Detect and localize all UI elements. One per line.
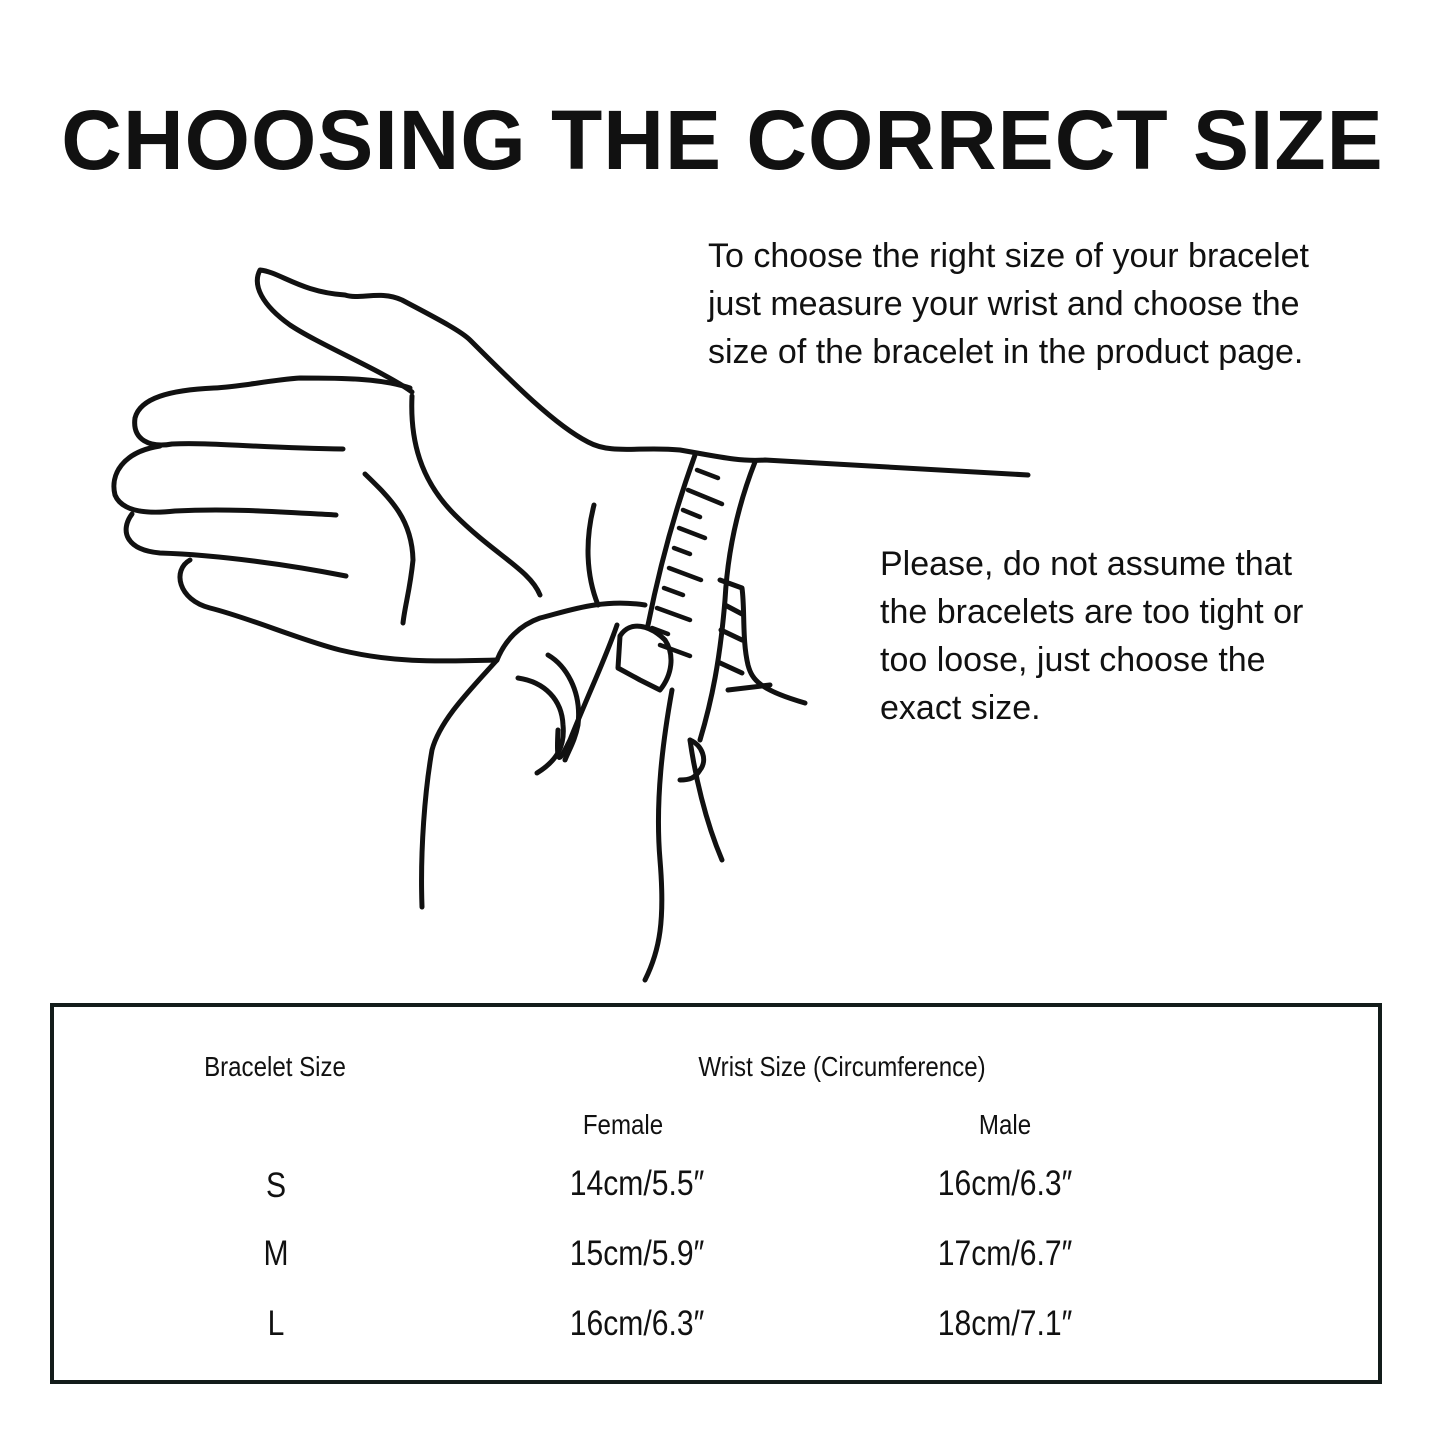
male-cell: 18cm/7.1″ — [937, 1304, 1073, 1343]
male-cell: 17cm/6.7″ — [937, 1234, 1073, 1273]
header-male: Male — [978, 1109, 1032, 1140]
female-cell: 14cm/5.5″ — [569, 1164, 705, 1203]
hand-measuring-wrist-illustration — [111, 267, 1031, 983]
size-cell: L — [267, 1304, 285, 1343]
header-bracelet-size: Bracelet Size — [204, 1051, 346, 1082]
instruction-text: To choose the right size of your bracele… — [708, 237, 1309, 371]
size-cell: S — [265, 1166, 287, 1205]
header-female: Female — [582, 1109, 664, 1140]
page-title: CHOOSING THE CORRECT SIZE — [61, 93, 1384, 187]
header-wrist-size: Wrist Size (Circumference) — [698, 1051, 986, 1082]
female-cell: 15cm/5.9″ — [569, 1234, 705, 1273]
size-chart-table — [50, 1003, 1382, 1384]
size-cell: M — [263, 1234, 289, 1273]
male-cell: 16cm/6.3″ — [937, 1164, 1073, 1203]
female-cell: 16cm/6.3″ — [569, 1304, 705, 1343]
fit-note-text: Please, do not assume that the bracelets… — [880, 545, 1304, 727]
